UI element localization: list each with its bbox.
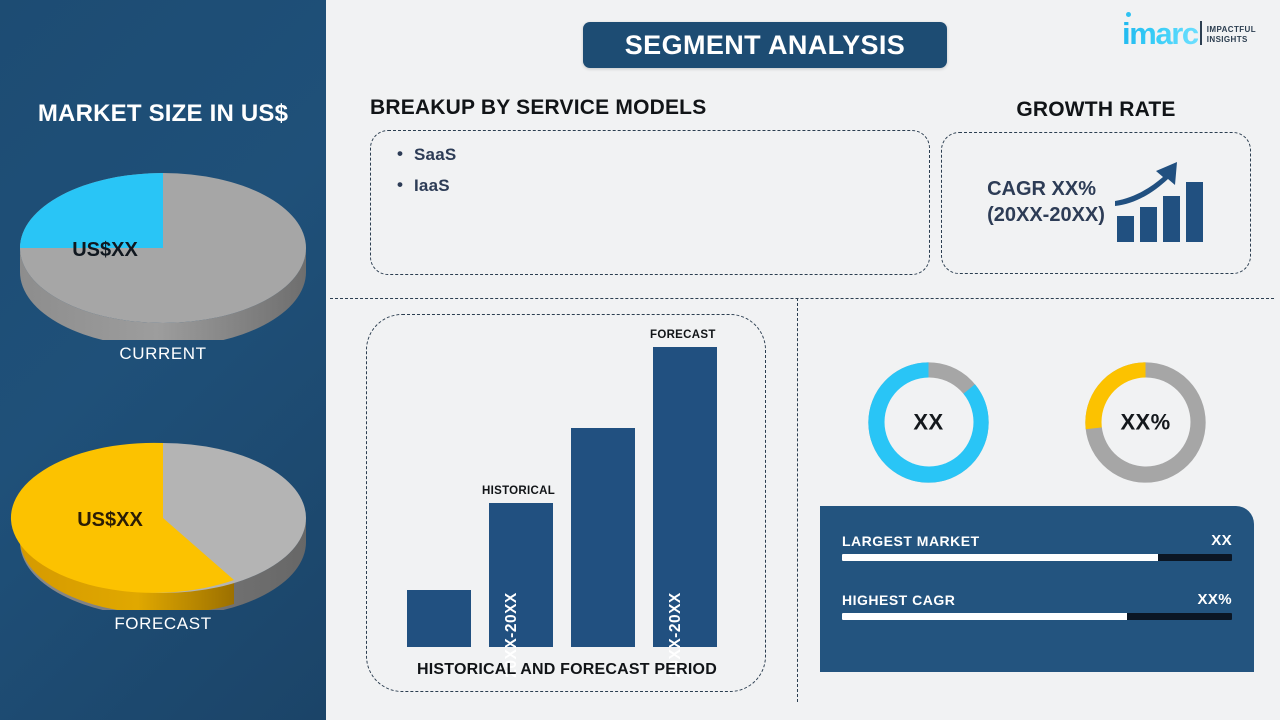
stat-highest-cagr-header: HIGHEST CAGR XX% xyxy=(842,591,1232,608)
logo-divider xyxy=(1199,21,1202,45)
donut-1-icon xyxy=(868,361,989,483)
pie-current-caption: CURRENT xyxy=(119,344,207,363)
donut-chart-2: XX% xyxy=(1079,356,1212,489)
donut-2-icon xyxy=(1085,361,1206,483)
stat-largest-market-header: LARGEST MARKET XX xyxy=(842,532,1232,549)
pie-forecast-caption: FORECAST xyxy=(114,614,212,633)
donut-1-value: XX xyxy=(913,409,944,434)
cagr-line2: (20XX-20XX) xyxy=(987,204,1105,226)
breakup-list: SaaS IaaS xyxy=(397,144,903,196)
stat-largest-market-label: LARGEST MARKET xyxy=(842,533,980,549)
bar-4: 20XX-20XX xyxy=(653,347,717,678)
donut-2-center: XX% xyxy=(1101,377,1190,467)
list-item: IaaS xyxy=(397,175,903,196)
stat-largest-market-track xyxy=(842,554,1232,561)
pie-chart-current-group: US$XX CURRENT xyxy=(0,160,326,364)
pie-current-icon: US$XX xyxy=(20,173,306,347)
historical-caption: HISTORICAL xyxy=(482,485,556,497)
cagr-line1: CAGR XX% xyxy=(987,178,1096,201)
stat-highest-cagr-value: XX% xyxy=(1197,591,1232,608)
divider-horizontal xyxy=(330,298,1274,299)
list-item: SaaS xyxy=(397,144,903,165)
imarc-logo: imarc IMPACTFUL INSIGHTS xyxy=(1122,12,1256,48)
bar-2: 20XX-20XX xyxy=(489,503,553,678)
historical-forecast-panel: 20XX-20XX HISTORICAL 20XX-20XX FORECAST … xyxy=(366,314,766,692)
logo-tagline: IMPACTFUL INSIGHTS xyxy=(1207,25,1256,48)
bar-chart: 20XX-20XX HISTORICAL 20XX-20XX FORECAST xyxy=(367,329,767,678)
stat-highest-cagr-track xyxy=(842,613,1232,620)
logo-tagline-line1: IMPACTFUL xyxy=(1206,25,1256,34)
donut-2-value: XX% xyxy=(1120,409,1171,434)
bar-1 xyxy=(407,590,471,647)
stat-highest-cagr-fill xyxy=(842,613,1127,620)
pie-forecast-value: US$XX xyxy=(77,509,143,531)
stats-card: LARGEST MARKET XX HIGHEST CAGR XX% xyxy=(820,506,1254,672)
stat-row-largest-market: LARGEST MARKET XX xyxy=(842,532,1232,561)
page-title: SEGMENT ANALYSIS xyxy=(583,22,947,68)
stat-row-highest-cagr: HIGHEST CAGR XX% xyxy=(842,591,1232,620)
pie-current-value: US$XX xyxy=(72,239,138,261)
forecast-caption: FORECAST xyxy=(650,329,716,341)
growth-bars-arrow-icon xyxy=(1114,162,1203,242)
header-band: SEGMENT ANALYSIS imarc IMPACTFUL INSIGHT… xyxy=(326,0,1280,90)
pie-chart-forecast-group: US$XX FORECAST xyxy=(0,430,326,634)
breakup-heading: BREAKUP BY SERVICE MODELS xyxy=(370,96,707,119)
stat-largest-market-value: XX xyxy=(1211,532,1232,549)
page-title-text: SEGMENT ANALYSIS xyxy=(624,29,906,60)
growth-rate-section: GROWTH RATE CAGR XX% (20XX-20XX) xyxy=(941,98,1251,274)
logo-wordmark-text: imarc xyxy=(1122,16,1198,52)
bar-chart-axis-label: HISTORICAL AND FORECAST PERIOD xyxy=(417,661,717,678)
bar-3 xyxy=(571,428,635,647)
logo-wordmark: imarc xyxy=(1122,12,1198,48)
left-market-size-panel: MARKET SIZE IN US$ US$XX xyxy=(0,0,326,720)
market-size-title: MARKET SIZE IN US$ xyxy=(37,100,289,127)
logo-dot-icon xyxy=(1126,12,1132,18)
stat-largest-market-fill xyxy=(842,554,1158,561)
pie-chart-forecast: US$XX xyxy=(0,430,326,617)
donut-chart-1: XX xyxy=(862,356,995,489)
stat-highest-cagr-label: HIGHEST CAGR xyxy=(842,592,956,608)
growth-rate-box: CAGR XX% (20XX-20XX) xyxy=(941,132,1251,274)
donut-1-center: XX xyxy=(884,377,973,467)
donut-group: XX XX% xyxy=(820,352,1254,492)
cagr-text: CAGR XX% (20XX-20XX) xyxy=(987,177,1105,228)
breakup-box: SaaS IaaS xyxy=(370,130,930,275)
breakup-section: BREAKUP BY SERVICE MODELS SaaS IaaS xyxy=(370,96,930,275)
logo-tagline-line2: INSIGHTS xyxy=(1206,35,1248,44)
growth-rate-heading: GROWTH RATE xyxy=(1016,98,1176,121)
divider-vertical xyxy=(797,298,798,702)
pie-forecast-icon: US$XX xyxy=(10,442,306,617)
pie-chart-current: US$XX xyxy=(0,160,326,347)
